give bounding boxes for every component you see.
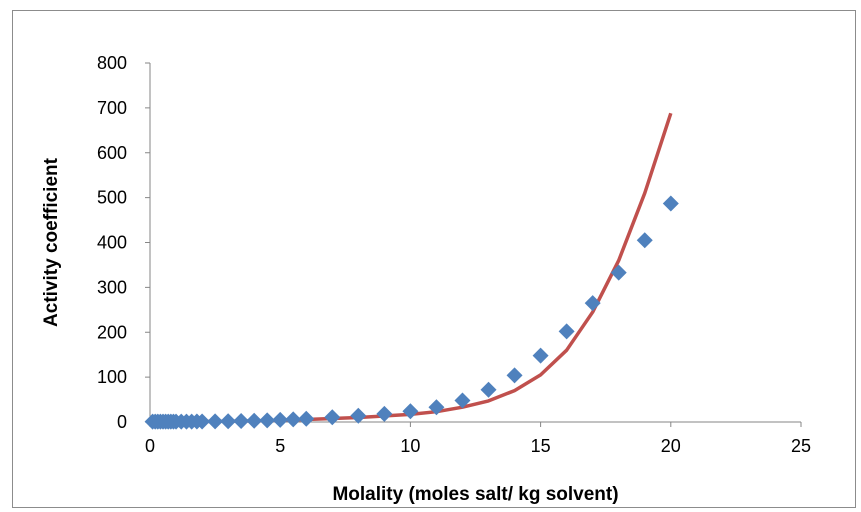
y-axis-title: Activity coefficient <box>41 157 62 327</box>
axes <box>149 63 801 423</box>
data-point <box>454 392 471 409</box>
plot-area <box>144 112 679 430</box>
data-point <box>246 412 263 429</box>
y-ticks: 0 100 200 300 400 500 600 700 800 <box>97 53 150 432</box>
data-point <box>636 232 653 249</box>
data-point <box>285 411 302 428</box>
data-point <box>532 347 549 364</box>
data-point <box>610 264 627 281</box>
data-point <box>584 295 601 312</box>
data-point <box>233 413 250 430</box>
data-point <box>350 407 367 424</box>
data-point <box>428 399 445 416</box>
x-axis-title: Molality (moles salt/ kg solvent) <box>332 484 618 505</box>
data-point <box>506 367 523 384</box>
x-tick-label: 5 <box>275 436 285 456</box>
x-ticks: 0 5 10 15 20 25 <box>145 422 811 456</box>
data-point <box>220 413 237 430</box>
y-tick-label: 0 <box>117 412 127 432</box>
x-tick-label: 15 <box>531 436 551 456</box>
x-tick-label: 0 <box>145 436 155 456</box>
x-tick-label: 25 <box>791 436 811 456</box>
fit-line <box>149 112 673 424</box>
data-point <box>259 412 276 429</box>
y-tick-label: 100 <box>97 367 127 387</box>
data-point <box>558 323 575 340</box>
data-point <box>272 411 289 428</box>
data-point <box>480 381 497 398</box>
data-point <box>324 409 341 426</box>
data-point <box>298 410 315 427</box>
x-tick-label: 10 <box>400 436 420 456</box>
y-tick-label: 600 <box>97 143 127 163</box>
y-tick-label: 300 <box>97 277 127 297</box>
y-tick-label: 700 <box>97 98 127 118</box>
data-point <box>194 413 211 430</box>
data-point <box>662 195 679 212</box>
data-point <box>207 413 224 430</box>
y-tick-label: 200 <box>97 322 127 342</box>
x-tick-label: 20 <box>661 436 681 456</box>
data-point <box>402 403 419 420</box>
y-tick-label: 500 <box>97 188 127 208</box>
y-tick-label: 400 <box>97 233 127 253</box>
data-point <box>376 405 393 422</box>
y-tick-label: 800 <box>97 53 127 73</box>
